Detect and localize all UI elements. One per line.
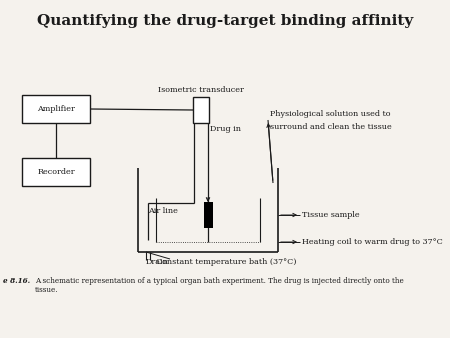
Text: e 8.16.: e 8.16. bbox=[3, 277, 30, 285]
Text: Constant temperature bath (37°C): Constant temperature bath (37°C) bbox=[156, 258, 296, 266]
Text: Tissue sample: Tissue sample bbox=[302, 211, 360, 219]
Text: Quantifying the drug-target binding affinity: Quantifying the drug-target binding affi… bbox=[37, 14, 413, 28]
Text: Drug in: Drug in bbox=[210, 125, 241, 133]
Text: Air line: Air line bbox=[148, 207, 178, 215]
Text: Amplifier: Amplifier bbox=[37, 105, 75, 113]
Text: A schematic representation of a typical organ bath experiment. The drug is injec: A schematic representation of a typical … bbox=[35, 277, 404, 294]
Text: surround and clean the tissue: surround and clean the tissue bbox=[270, 123, 392, 131]
Bar bbox=[203, 202, 212, 228]
Bar bbox=[22, 158, 90, 186]
Text: Drain: Drain bbox=[146, 258, 169, 266]
Text: Recorder: Recorder bbox=[37, 168, 75, 176]
Bar bbox=[22, 95, 90, 123]
Bar bbox=[193, 97, 209, 123]
Text: Isometric transducer: Isometric transducer bbox=[158, 86, 244, 94]
Text: Physiological solution used to: Physiological solution used to bbox=[270, 110, 391, 118]
Text: Heating coil to warm drug to 37°C: Heating coil to warm drug to 37°C bbox=[302, 238, 443, 246]
